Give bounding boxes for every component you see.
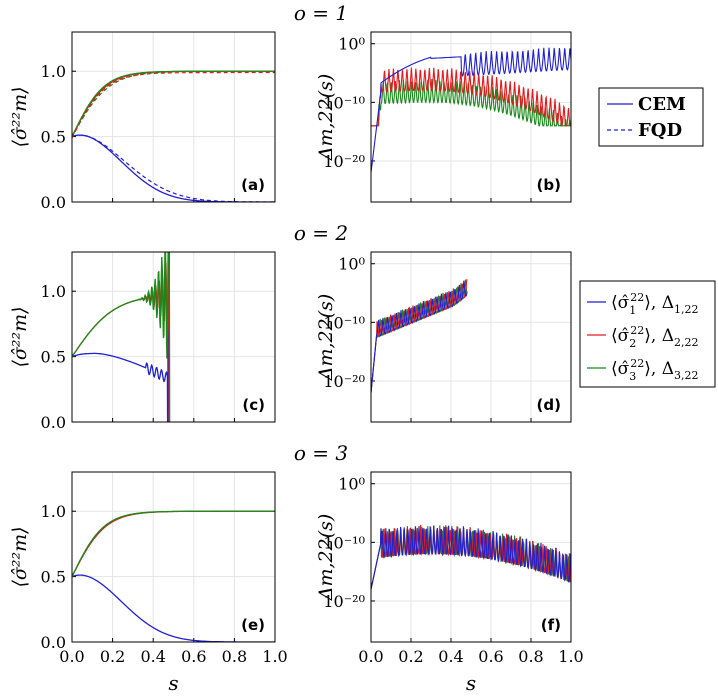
left-y-axis-label: ⟨σ̂²²m⟩ <box>9 526 31 587</box>
y-tick-label: 10⁻¹⁰ <box>323 533 365 552</box>
left-fqd-1-line <box>72 134 275 202</box>
x-tick-label: 0.2 <box>398 647 423 666</box>
legend-series-label: ⟨σ̂122⟩, Δ1,22 <box>611 291 698 317</box>
left-panel-1: 0.0 0.5 1.0 (a) ⟨σ̂²²m⟩ <box>9 31 276 212</box>
y-tick-label: 0.5 <box>41 348 66 367</box>
legend-frame <box>598 87 704 147</box>
y-tick-label: 0.5 <box>41 568 66 587</box>
legend-method-label: FQD <box>638 120 682 141</box>
legend-method: CEM FQD <box>598 87 704 147</box>
right-series-1-line <box>371 525 571 590</box>
left-series-2-line <box>72 510 275 577</box>
right-series-2-line <box>371 279 468 393</box>
left-x-axis-label: s <box>168 671 178 695</box>
x-tick-label: 0.4 <box>140 647 165 666</box>
left-series-1-line <box>72 574 275 642</box>
y-tick-label: 0.5 <box>41 128 66 147</box>
left-y-axis-label: ⟨σ̂²²m⟩ <box>9 86 31 147</box>
x-tick-label: 1.0 <box>262 647 287 666</box>
right-series-1-line <box>371 280 468 393</box>
legend-method-label: CEM <box>638 94 686 115</box>
legend-series-label: ⟨σ̂322⟩, Δ3,22 <box>611 357 698 383</box>
y-tick-label: 10⁰ <box>338 475 365 494</box>
row-title-3: o = 3 <box>294 441 348 465</box>
panel-label: (c) <box>242 396 265 414</box>
panel-label: (f) <box>541 616 561 634</box>
y-tick-label: 10⁻²⁰ <box>323 372 365 391</box>
x-tick-label: 1.0 <box>558 647 583 666</box>
left-series-3-line <box>72 252 171 422</box>
x-tick-label: 0.6 <box>181 647 206 666</box>
right-series-1-line <box>371 47 571 173</box>
legend-series-label: ⟨σ̂222⟩, Δ2,22 <box>611 324 698 350</box>
x-tick-label: 0.8 <box>518 647 543 666</box>
left-panel-2: 0.0 0.5 1.0 (c) ⟨σ̂²²m⟩ <box>9 251 276 432</box>
left-fqd-3-line <box>72 70 275 137</box>
right-x-axis-label: s <box>466 671 476 695</box>
row-title-1: o = 1 <box>294 1 348 25</box>
x-tick-label: 0.0 <box>59 647 84 666</box>
left-series-2-line <box>72 70 275 137</box>
x-tick-label: 0.8 <box>222 647 247 666</box>
right-y-axis-label: Δm,22(s) <box>315 294 337 382</box>
left-panel-3: 0.0 0.5 1.0 (e) ⟨σ̂²²m⟩ 0.0 0.2 0.4 0.6 0.8 1.0 s <box>9 471 288 695</box>
left-panel-frame <box>71 31 276 203</box>
y-tick-label: 10⁻²⁰ <box>323 152 365 171</box>
row-title-2: o = 2 <box>294 221 348 245</box>
right-series-2-line <box>371 67 571 128</box>
left-series-1-line <box>72 134 275 202</box>
right-series-3-line <box>371 78 571 127</box>
legend-series: ⟨σ̂122⟩, Δ1,22 ⟨σ̂222⟩, Δ2,22 ⟨σ̂322⟩, Δ3,… <box>579 280 716 388</box>
x-tick-label: 0.2 <box>100 647 125 666</box>
y-tick-label: 1.0 <box>41 62 66 81</box>
x-tick-label: 0.0 <box>358 647 383 666</box>
y-tick-label: 10⁰ <box>338 35 365 54</box>
left-y-axis-label: ⟨σ̂²²m⟩ <box>9 306 31 367</box>
right-panel-2: 10⁰ 10⁻¹⁰ 10⁻²⁰ (d) Δm,22(s) <box>315 251 572 423</box>
y-tick-label: 0.0 <box>41 633 66 652</box>
legend-frame <box>579 280 716 388</box>
y-tick-label: 1.0 <box>41 502 66 521</box>
y-tick-label: 1.0 <box>41 282 66 301</box>
y-tick-label: 0.0 <box>41 413 66 432</box>
right-panel-1: 10⁰ 10⁻¹⁰ 10⁻²⁰ (b) Δm,22(s) <box>315 31 572 203</box>
right-y-axis-label: Δm,22(s) <box>315 514 337 602</box>
right-panel-3: 10⁰ 10⁻¹⁰ 10⁻²⁰ (f) Δm,22(s) 0.0 0.2 0.4 0.6 0.8 1… <box>315 471 584 695</box>
panel-label: (b) <box>537 176 561 194</box>
right-panel-frame <box>370 31 572 203</box>
y-tick-label: 0.0 <box>41 193 66 212</box>
left-fqd-2-line <box>72 71 275 139</box>
x-tick-label: 0.6 <box>478 647 503 666</box>
right-y-axis-label: Δm,22(s) <box>315 74 337 162</box>
right-panel-frame <box>370 471 572 643</box>
panel-label: (a) <box>241 176 265 194</box>
left-series-3-line <box>72 510 275 577</box>
right-panel-frame <box>370 251 572 423</box>
y-tick-label: 10⁰ <box>338 255 365 274</box>
left-series-3-line <box>72 70 275 137</box>
y-tick-label: 10⁻²⁰ <box>323 592 365 611</box>
left-series-1-line <box>72 252 169 422</box>
panel-label: (e) <box>241 616 265 634</box>
panel-label: (d) <box>537 396 561 414</box>
left-panel-frame <box>71 471 276 643</box>
left-panel-frame <box>71 251 276 423</box>
y-tick-label: 10⁻¹⁰ <box>323 313 365 332</box>
y-tick-label: 10⁻¹⁰ <box>323 93 365 112</box>
x-tick-label: 0.4 <box>438 647 463 666</box>
